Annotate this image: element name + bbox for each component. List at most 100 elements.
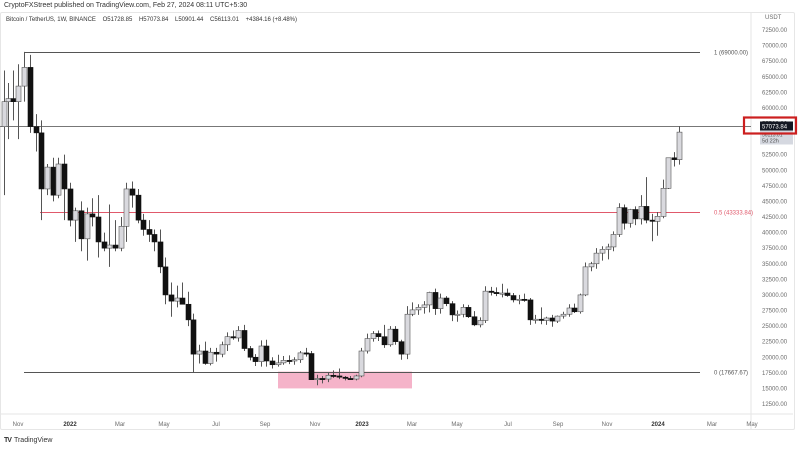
tradingview-logo[interactable]: TV TradingView: [4, 437, 52, 444]
candle-up: [477, 320, 484, 326]
candle-up: [364, 338, 371, 352]
candle-down: [185, 303, 192, 321]
time-tick: 2024: [651, 422, 665, 428]
candle-up: [638, 206, 645, 220]
candle-up: [543, 317, 550, 321]
price-tick: 30000.00: [762, 293, 788, 299]
candle-up: [358, 350, 365, 377]
candle-down: [643, 206, 650, 221]
candle-down: [538, 318, 545, 321]
candle-down: [488, 290, 495, 293]
candle-down: [269, 360, 276, 366]
time-tick: May: [451, 422, 462, 428]
time-tick: Jul: [504, 422, 512, 428]
publisher-line: CryptoFXStreet published on TradingView.…: [4, 2, 248, 9]
candle-up: [554, 315, 561, 322]
candle-down: [33, 126, 40, 134]
price-tag-label: 57073.84: [762, 125, 788, 131]
candle-up: [55, 163, 62, 196]
candle-up: [610, 234, 617, 248]
candle-up: [291, 359, 298, 362]
candle-up: [84, 213, 91, 240]
candle-down: [308, 353, 315, 380]
candle-down: [202, 350, 209, 364]
price-tick: 37500.00: [762, 246, 788, 252]
candle-down: [336, 375, 343, 378]
highlight-box: [742, 116, 798, 135]
candle-down: [392, 328, 399, 342]
candle-up: [353, 375, 360, 380]
candle-up: [387, 328, 394, 346]
price-tick: 52500.00: [762, 153, 788, 159]
candle-down: [319, 378, 326, 380]
candle-up: [314, 378, 321, 380]
time-axis[interactable]: Nov 2022 Mar May Jul Sep Nov 2023 Mar May Jul Sep No…: [13, 422, 758, 428]
price-tick: 25000.00: [762, 324, 788, 330]
candle-up: [224, 336, 231, 346]
candle-down: [50, 166, 57, 196]
candle-down: [504, 292, 511, 296]
candle-up: [676, 131, 683, 160]
candle-up: [235, 330, 242, 339]
candle-up: [118, 226, 125, 249]
candle-up: [599, 249, 606, 254]
candle-down: [61, 163, 68, 190]
candle-down: [135, 194, 142, 221]
candle-down: [510, 295, 517, 301]
candle-up: [660, 188, 667, 217]
candle-down: [621, 207, 628, 224]
fib-label: 0 (17667.67): [714, 371, 748, 377]
candle-down: [146, 229, 153, 235]
ohlc-low: L50901.44: [175, 17, 204, 23]
candle-down: [527, 299, 534, 321]
fibonacci-levels[interactable]: 1 (69000.00) 0.5 (43333.84) 0 (17667.67): [0, 51, 753, 377]
candle-up: [627, 209, 634, 224]
candle-up: [21, 67, 28, 87]
candle-down: [342, 376, 349, 379]
candle-down: [252, 356, 259, 362]
ohlc-change: +4384.16 (+8.48%): [245, 17, 298, 23]
price-tick: 27500.00: [762, 309, 788, 315]
candle-up: [593, 252, 600, 265]
candle-down: [432, 292, 439, 309]
candle-up: [566, 307, 573, 315]
time-tick: 2022: [63, 422, 77, 428]
price-tick: 20000.00: [762, 355, 788, 361]
price-tick: 47500.00: [762, 184, 788, 190]
candle-down: [247, 348, 254, 358]
candle-down: [649, 219, 656, 222]
candle-up: [258, 345, 265, 362]
ohlc-high: H57073.84: [138, 17, 169, 23]
candle-up: [665, 157, 672, 189]
symbol-title[interactable]: Bitcoin / TetherUS, 1W, BINANCE: [6, 17, 96, 23]
time-tick: Nov: [13, 422, 24, 428]
price-tick: 70000.00: [762, 44, 788, 50]
candle-up: [532, 318, 539, 321]
price-tick: 40000.00: [762, 231, 788, 237]
close-price-label: 56113.01: [762, 133, 783, 139]
candle-down: [398, 341, 405, 355]
price-tick: 17500.00: [762, 371, 788, 377]
candle-up: [106, 244, 113, 249]
candle-up: [454, 313, 461, 316]
ohlc-close: C56113.01: [210, 17, 239, 23]
price-tick: 12500.00: [762, 402, 788, 408]
candle-down: [168, 294, 175, 302]
chart-frame: [0, 12, 795, 430]
price-tick: 50000.00: [762, 168, 788, 174]
time-tick: Sep: [260, 422, 271, 428]
currency-label: USDT: [765, 15, 782, 21]
candle-down: [38, 132, 45, 190]
candle-down: [549, 317, 556, 322]
candle-up: [482, 290, 489, 321]
price-axis[interactable]: USDT 72500.00 70000.00 67500.00 65000.00 6250…: [762, 15, 788, 408]
candle-up: [588, 263, 595, 268]
candle-up: [654, 216, 661, 222]
price-tick: 45000.00: [762, 199, 788, 205]
candle-up: [516, 298, 523, 301]
candle-down: [151, 234, 158, 243]
candle-down: [443, 297, 450, 304]
candle-up: [460, 307, 467, 315]
